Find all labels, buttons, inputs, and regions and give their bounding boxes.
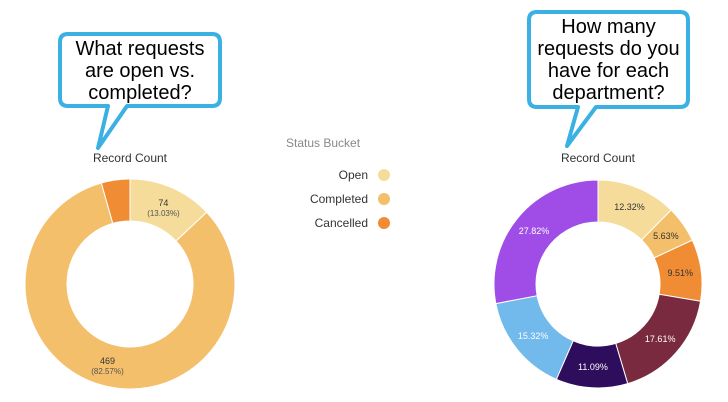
legend-swatch	[378, 217, 390, 229]
callout-line: How many	[561, 16, 656, 38]
slice-label: 27.82%	[519, 226, 550, 236]
slice-label: 9.51%	[667, 268, 693, 278]
callout-line: completed?	[88, 82, 192, 104]
chart-legend: Status Bucket Open Completed Cancelled	[260, 136, 390, 235]
slice-label: 11.09%	[578, 362, 608, 372]
callout-line: department?	[552, 82, 665, 104]
slice-label: 5.63%	[653, 231, 679, 241]
slice-label: 15.32%	[518, 331, 549, 341]
donut-slice[interactable]	[100, 178, 131, 225]
chart-title-status: Record Count	[92, 151, 168, 165]
legend-item-open[interactable]: Open	[260, 163, 390, 187]
callout-line: What requests	[75, 38, 205, 60]
callout-line: are open vs.	[84, 60, 196, 82]
legend-swatch	[378, 169, 390, 181]
legend-label: Open	[338, 168, 368, 182]
legend-swatch	[378, 193, 390, 205]
slice-sublabel: (13.03%)	[147, 209, 180, 218]
slice-label: 469	[100, 356, 115, 366]
slice-label: 12.32%	[614, 202, 645, 212]
legend-item-completed[interactable]: Completed	[260, 187, 390, 211]
callout-line: have for each	[547, 60, 670, 82]
legend-label: Cancelled	[314, 216, 368, 230]
callout-line: requests do you	[537, 38, 680, 60]
slice-label: 74	[158, 198, 168, 208]
legend-label: Completed	[309, 192, 368, 206]
donut-slice[interactable]	[24, 182, 236, 390]
donut-slice[interactable]	[493, 179, 599, 305]
slice-label: 17.61%	[645, 334, 676, 344]
chart-title-department: Record Count	[560, 151, 636, 165]
callout-text: How many requests do you have for each d…	[529, 16, 688, 104]
callout-text: What requests are open vs. completed?	[60, 38, 220, 104]
slice-sublabel: (82.57%)	[91, 367, 124, 376]
legend-title: Status Bucket	[286, 136, 361, 150]
legend-item-cancelled[interactable]: Cancelled	[260, 211, 390, 235]
